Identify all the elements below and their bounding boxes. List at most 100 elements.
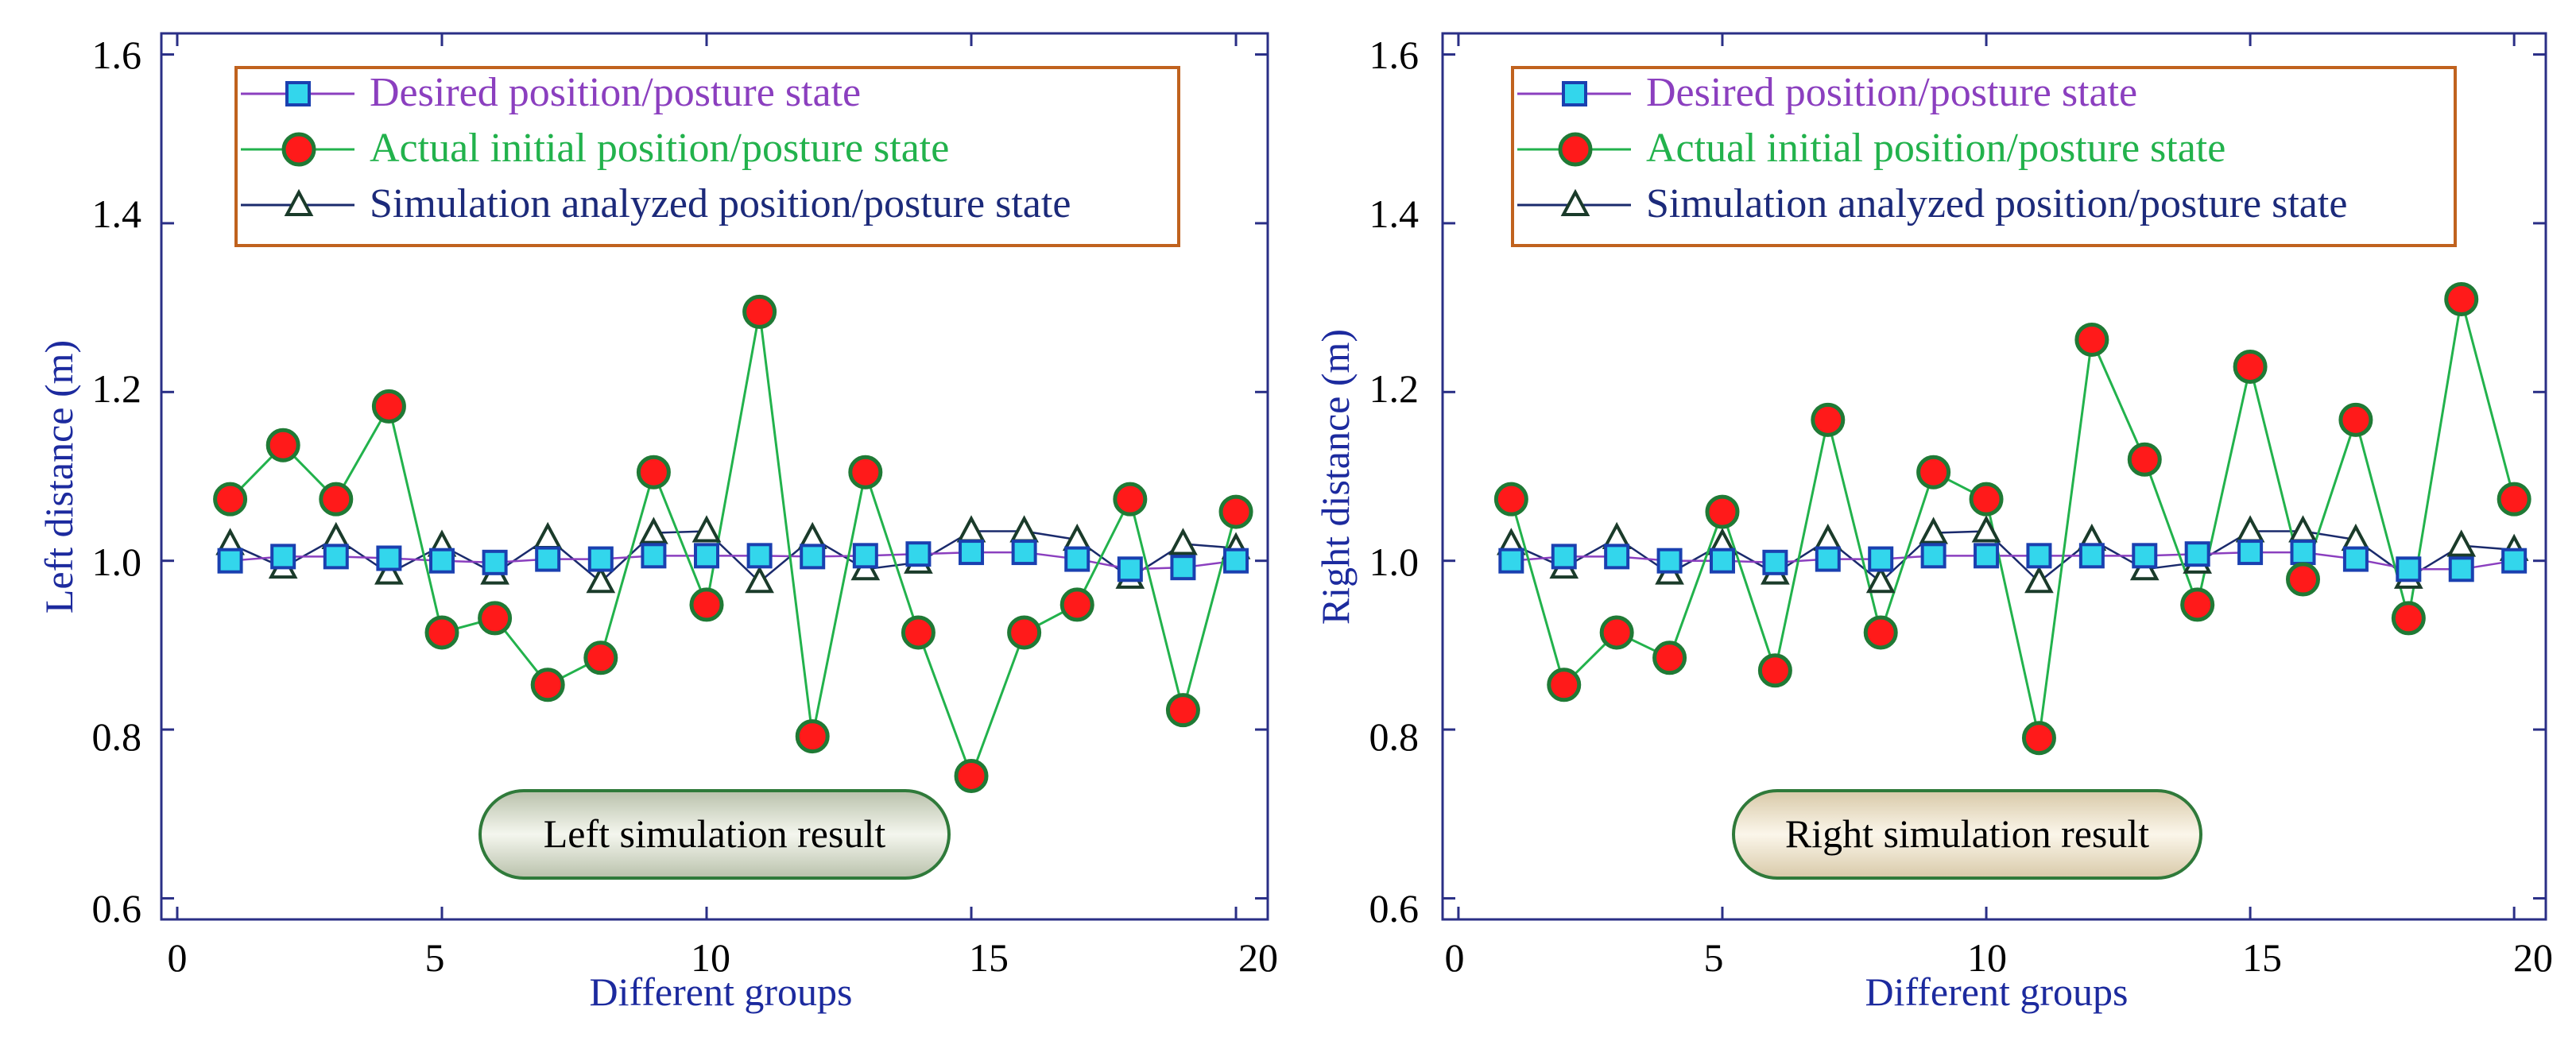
left-xtick-label: 10: [691, 935, 730, 980]
data-point-simulation: [1971, 515, 2001, 543]
data-point-actual: [901, 615, 935, 650]
data-point-desired: [1011, 540, 1037, 566]
data-point-actual: [1705, 494, 1740, 529]
data-point-desired: [1656, 548, 1683, 574]
data-point-actual: [1969, 482, 2004, 517]
data-point-actual: [1218, 494, 1253, 529]
data-point-actual: [1599, 615, 1634, 650]
data-point-desired: [2078, 543, 2105, 569]
data-point-desired: [482, 549, 508, 575]
left-xtick-label: 15: [969, 935, 1009, 980]
data-point-actual: [265, 428, 300, 462]
data-point-desired: [746, 543, 773, 569]
left-ytick-label: 1.6: [92, 33, 142, 77]
data-point-desired: [1223, 548, 1249, 574]
right-ytick-label: 0.8: [1369, 714, 1420, 759]
data-point-desired: [2448, 556, 2474, 582]
data-point-actual: [213, 482, 248, 517]
right-x-axis-label: Different groups: [1865, 969, 2129, 1014]
left-series-markers: [213, 294, 1253, 793]
square-marker-icon: [1562, 81, 1587, 106]
data-point-desired: [1974, 543, 2000, 569]
left-result-label: Left simulation result: [544, 811, 886, 856]
data-point-desired: [959, 540, 985, 566]
data-point-actual: [1165, 693, 1200, 728]
data-point-actual: [371, 389, 406, 424]
data-point-desired: [1709, 548, 1735, 574]
data-point-desired: [323, 544, 349, 570]
left-legend-entry-desired: Desired position/posture state: [241, 70, 861, 115]
data-point-actual: [1007, 615, 1042, 650]
left-result-pill: [478, 789, 951, 880]
left-x-tick-labels: 0 5 10 15 20: [168, 935, 1279, 980]
left-chart: 1.6 1.4 1.2 1.0 0.8 0.6 0 5 10 15 20 Dif…: [37, 32, 1279, 1014]
data-point-desired: [2342, 546, 2369, 572]
data-point-desired: [1868, 546, 1894, 572]
right-y-tick-labels: 1.6 1.4 1.2 1.0 0.8 0.6: [1369, 33, 1420, 931]
right-result-pill: [1732, 789, 2202, 880]
data-point-desired: [1604, 544, 1630, 570]
data-point-actual: [2021, 721, 2056, 756]
left-ytick-label: 0.8: [92, 714, 142, 759]
data-point-actual: [1757, 653, 1792, 688]
left-xtick-label: 20: [1238, 935, 1278, 980]
data-point-desired: [1762, 549, 1788, 575]
data-point-simulation: [1865, 566, 1896, 594]
right-legend: Desired position/posture state Actual in…: [1511, 66, 2457, 247]
left-legend-entry-actual: Actual initial position/posture state: [241, 126, 949, 171]
data-point-simulation: [1813, 523, 1843, 551]
circle-marker-icon: [281, 132, 316, 167]
right-series-markers: [1493, 282, 2531, 756]
data-point-actual: [636, 455, 671, 490]
right-legend-entry-desired: Desired position/posture state: [1517, 70, 2137, 115]
data-point-desired: [641, 543, 667, 569]
data-point-actual: [742, 294, 777, 329]
data-point-desired: [1815, 546, 1841, 572]
data-point-desired: [2132, 543, 2158, 569]
right-result-badge: Right simulation result: [1732, 789, 2202, 880]
triangle-marker-icon: [284, 188, 314, 216]
right-ytick-label: 1.0: [1369, 540, 1420, 584]
data-point-simulation: [956, 515, 986, 543]
left-ytick-label: 1.0: [92, 540, 142, 584]
right-ytick-label: 1.4: [1369, 192, 1420, 236]
data-point-desired: [587, 546, 614, 572]
data-point-actual: [530, 668, 565, 702]
data-point-actual: [689, 587, 724, 622]
legend-label-actual: Actual initial position/posture state: [370, 126, 949, 171]
data-point-desired: [2237, 540, 2264, 566]
right-result-label: Right simulation result: [1785, 811, 2149, 856]
data-point-actual: [1059, 587, 1094, 622]
right-chart: 1.6 1.4 1.2 1.0 0.8 0.6 0 5 10 15 20 Dif…: [1313, 32, 2553, 1014]
left-xtick-label: 0: [168, 935, 188, 980]
data-point-simulation: [639, 517, 668, 544]
right-legend-entry-simulation: Simulation analyzed position/posture sta…: [1517, 181, 2347, 226]
left-xtick-label: 5: [425, 935, 445, 980]
right-xtick-label: 20: [2513, 935, 2553, 980]
data-point-actual: [424, 615, 459, 650]
data-point-desired: [2290, 540, 2316, 566]
data-point-actual: [2391, 601, 2426, 636]
data-point-simulation: [2446, 529, 2477, 557]
data-point-simulation: [1009, 515, 1039, 543]
data-point-desired: [2501, 548, 2528, 574]
data-point-desired: [800, 544, 826, 570]
legend-label-actual: Actual initial position/posture state: [1646, 126, 2225, 171]
data-point-simulation: [691, 515, 722, 543]
data-point-desired: [694, 543, 720, 569]
data-point-simulation: [1919, 517, 1948, 544]
data-point-desired: [2026, 543, 2052, 569]
data-point-simulation: [2235, 515, 2265, 543]
triangle-marker-icon: [1560, 188, 1590, 216]
data-point-simulation: [2024, 566, 2054, 594]
data-point-simulation: [2288, 515, 2318, 543]
data-point-actual: [2286, 562, 2321, 597]
right-y-axis-label: Right distance (m): [1313, 329, 1358, 625]
right-ytick-label: 1.2: [1369, 366, 1420, 411]
data-point-actual: [1113, 482, 1148, 517]
data-point-simulation: [533, 521, 563, 550]
right-grid-ticks: [1443, 33, 2546, 919]
data-point-actual: [2444, 282, 2479, 316]
data-point-desired: [1064, 546, 1090, 572]
